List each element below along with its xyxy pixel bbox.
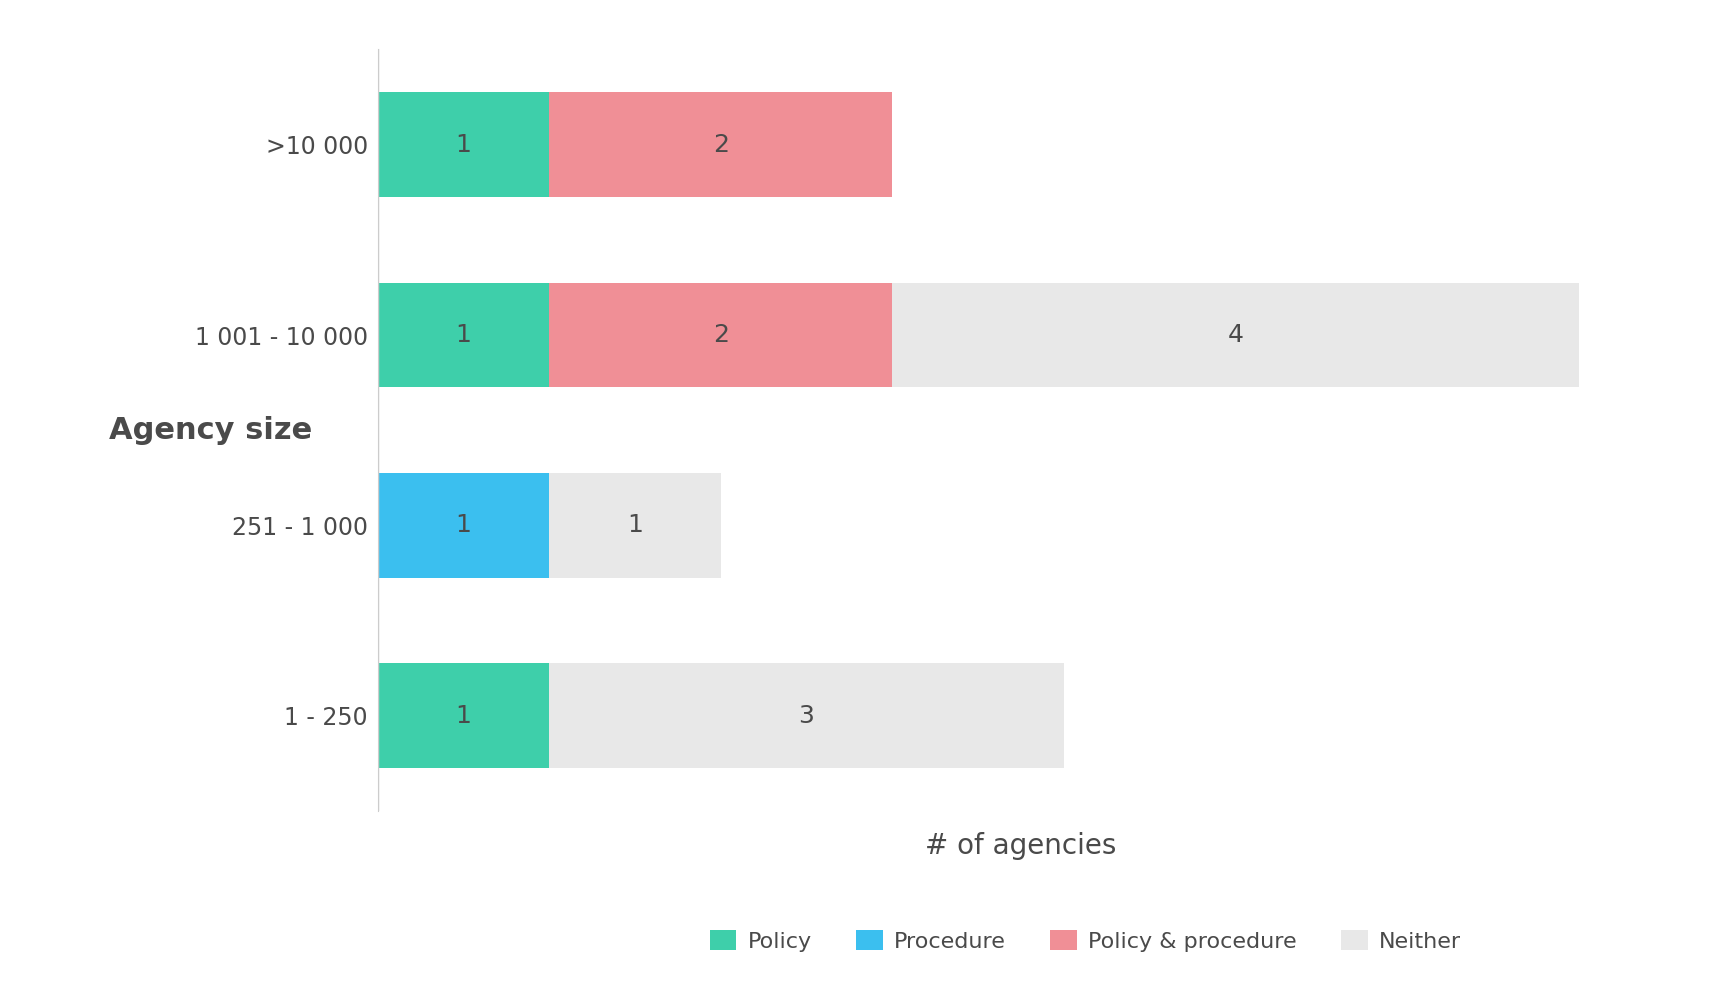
Bar [892, 283, 1579, 388]
Text: 2: 2 [712, 133, 729, 156]
X-axis label: # of agencies: # of agencies [925, 832, 1117, 859]
Text: 1: 1 [455, 133, 472, 156]
Bar [549, 664, 1064, 768]
Bar [549, 92, 892, 197]
Bar [378, 283, 549, 388]
Bar [378, 473, 549, 578]
Text: 1: 1 [455, 704, 472, 728]
Text: Agency size: Agency size [108, 415, 312, 445]
Bar [378, 664, 549, 768]
Bar [378, 92, 549, 197]
Text: 2: 2 [712, 323, 729, 347]
Bar [549, 283, 892, 388]
Legend: Policy, Procedure, Policy & procedure, Neither: Policy, Procedure, Policy & procedure, N… [700, 921, 1471, 960]
Bar [549, 473, 721, 578]
Text: 1: 1 [455, 323, 472, 347]
Text: 1: 1 [455, 513, 472, 537]
Text: 1: 1 [626, 513, 644, 537]
Text: 4: 4 [1227, 323, 1244, 347]
Text: 3: 3 [798, 704, 815, 728]
